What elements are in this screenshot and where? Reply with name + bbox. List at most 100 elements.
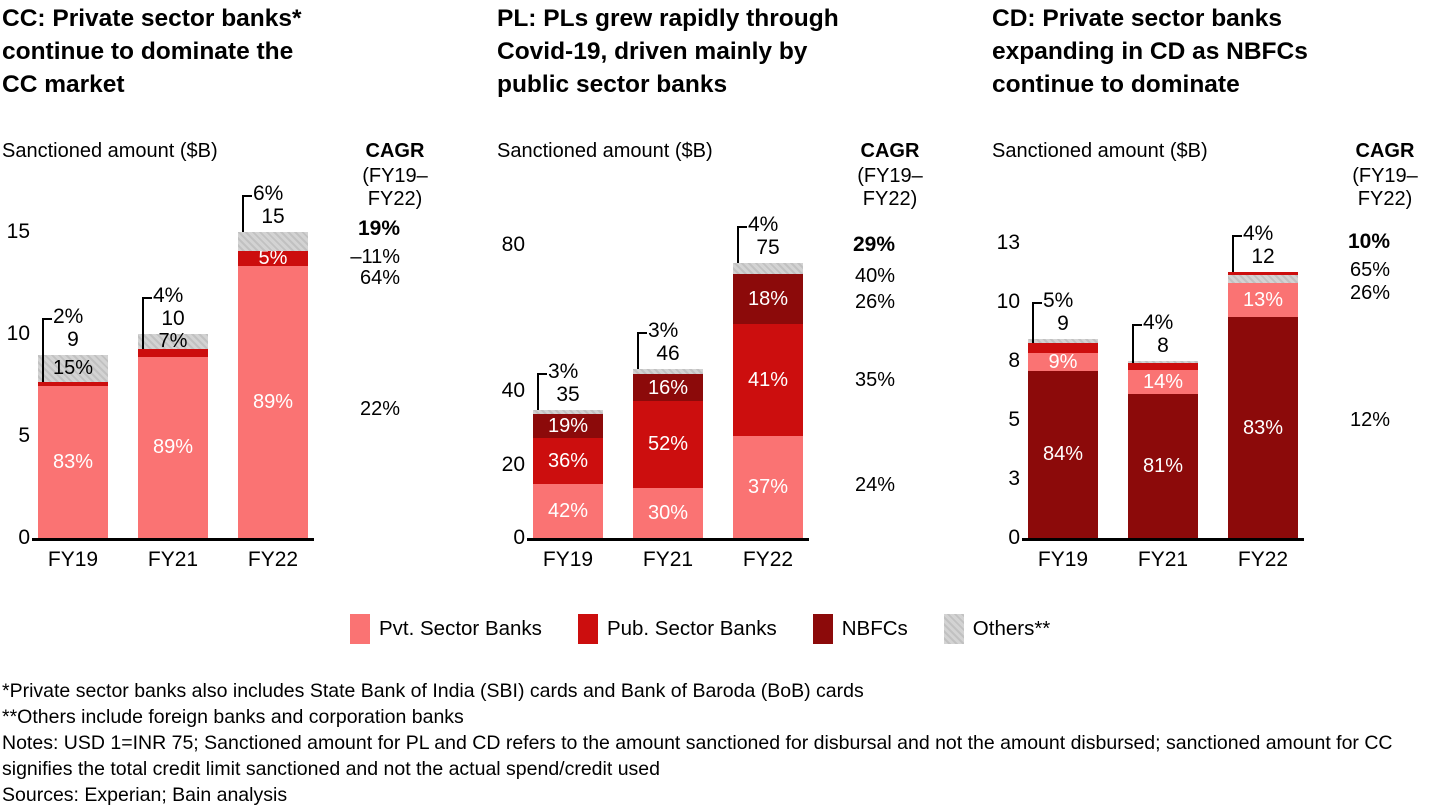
legend-label: NBFCs xyxy=(841,617,908,640)
footnote: Notes: USD 1=INR 75; Sanctioned amount f… xyxy=(2,732,1393,780)
cagr-header: CAGR (FY19–FY22) xyxy=(340,140,450,211)
bar-segment-others xyxy=(1128,360,1198,363)
panel-cc: CC: Private sector banks* continue to do… xyxy=(0,0,450,600)
bar-segment-pub: 41% xyxy=(733,323,803,437)
callout-percent-label: 6% xyxy=(253,182,284,206)
legend-label: Others** xyxy=(972,617,1051,640)
bar-segment-pvt: 89% xyxy=(138,356,208,538)
footnotes: *Private sector banks also includes Stat… xyxy=(2,678,1436,808)
bar-segment-pub: 36% xyxy=(533,437,603,485)
callout-percent-label: 4% xyxy=(153,284,184,308)
callout-bracket-arm xyxy=(738,226,747,228)
cagr-value: 10% xyxy=(1347,229,1390,253)
y-tick: 8 xyxy=(1008,348,1020,372)
bar-cd-FY19: 84% 9% xyxy=(1028,338,1098,538)
legend-label: Pvt. Sector Banks xyxy=(379,617,542,640)
bar-segment-pub xyxy=(38,382,108,386)
bar-total-label: 9 xyxy=(1057,311,1069,335)
segment-label: 5% xyxy=(258,247,288,270)
bar-segment-others xyxy=(238,232,308,251)
cagr-header-period: (FY19–FY22) xyxy=(1352,165,1418,210)
segment-label: 83% xyxy=(1242,416,1284,439)
bar-total-label: 10 xyxy=(161,307,185,331)
cagr-value: –11% xyxy=(350,245,400,268)
x-axis-category-label: FY22 xyxy=(742,548,794,571)
y-tick: 40 xyxy=(501,379,525,403)
cagr-header-label: CAGR xyxy=(365,140,425,162)
bar-segment-others xyxy=(1228,274,1298,283)
callout-percent-label: 2% xyxy=(53,304,84,328)
x-axis-category-label: FY21 xyxy=(642,548,694,571)
bar-segment-nbfc: 18% xyxy=(733,274,803,324)
legend-swatch xyxy=(943,614,964,644)
cagr-value: 22% xyxy=(359,398,400,421)
cagr-value: 64% xyxy=(359,266,400,289)
cagr-value: 40% xyxy=(854,264,895,287)
x-axis-category-label: FY22 xyxy=(247,548,299,571)
bar-cd-FY22: 83% 13% xyxy=(1228,272,1298,538)
cagr-value: 19% xyxy=(357,217,400,241)
segment-label: 9% xyxy=(1048,350,1078,373)
bar-segment-others xyxy=(533,409,603,414)
callout-bracket-arm xyxy=(1133,323,1142,326)
callout-percent-label: 4% xyxy=(1143,310,1174,334)
bar-segment-pvt: 89% xyxy=(238,266,308,538)
segment-label: 81% xyxy=(1142,455,1184,478)
x-axis-category-label: FY21 xyxy=(147,548,199,571)
callout-percent-label: 4% xyxy=(1243,222,1274,246)
bar-segment-pvt: 14% xyxy=(1128,369,1198,395)
x-axis-line xyxy=(1022,538,1304,541)
cagr-value: 35% xyxy=(854,368,895,391)
bar-segment-pvt: 42% xyxy=(533,484,603,538)
bar-segment-pub: 5% xyxy=(238,247,308,270)
segment-label: 37% xyxy=(747,476,789,499)
callout-bracket-line xyxy=(637,332,639,370)
cagr-value: 26% xyxy=(1349,282,1390,305)
bar-total-label: 15 xyxy=(261,205,285,229)
bar-segment-pvt: 13% xyxy=(1228,282,1298,318)
bar-cd-FY21: 81% 14% xyxy=(1128,360,1198,538)
segment-label: 89% xyxy=(152,436,194,459)
legend-item: NBFCs xyxy=(812,614,908,644)
y-tick: 3 xyxy=(1008,466,1020,490)
bar-cc-FY22: 89% 5% xyxy=(238,232,308,538)
x-axis-category-label: FY21 xyxy=(1137,548,1189,571)
bar-total-label: 9 xyxy=(67,327,79,351)
segment-label: 16% xyxy=(647,376,689,399)
bar-segment-others xyxy=(733,263,803,274)
cagr-value: 29% xyxy=(852,232,895,256)
bar-segment-nbfc: 83% xyxy=(1228,317,1298,538)
bar-segment-pvt: 83% xyxy=(38,385,108,538)
x-axis-category-label: FY19 xyxy=(1037,548,1089,571)
cagr-header-period: (FY19–FY22) xyxy=(362,165,428,210)
bar-total-label: 75 xyxy=(756,236,780,259)
bar-total-label: 8 xyxy=(1157,333,1169,357)
panel-title: CD: Private sector banks expanding in CD… xyxy=(992,5,1308,98)
y-tick: 0 xyxy=(1008,526,1020,549)
callout-bracket-line xyxy=(737,226,739,263)
legend-label: Pub. Sector Banks xyxy=(606,617,777,640)
panel-title: PL: PLs grew rapidly through Covid-19, d… xyxy=(497,5,839,98)
callout-percent-label: 3% xyxy=(648,319,679,343)
legend-swatch xyxy=(812,614,833,644)
plot-area-cd: 0 3 5 8 10 13 84% 9% 9 5% FY19 81% 14% 8 4% FY21 83% 13% 1… xyxy=(990,208,1440,571)
x-axis-category-label: FY19 xyxy=(542,548,594,571)
y-axis-title: Sanctioned amount ($B) xyxy=(2,140,218,162)
bar-segment-pub xyxy=(138,348,208,357)
panels: CC: Private sector banks* continue to do… xyxy=(0,0,1440,600)
y-tick: 5 xyxy=(1008,407,1020,431)
legend-item: Pub. Sector Banks xyxy=(577,614,777,644)
bar-cc-FY21: 89% 7% xyxy=(138,331,208,538)
callout-percent-label: 4% xyxy=(748,213,779,236)
footnote: Sources: Experian; Bain analysis xyxy=(2,784,288,806)
callout-bracket-arm xyxy=(243,195,252,198)
callout-bracket-arm xyxy=(538,372,547,375)
cagr-header-label: CAGR xyxy=(1355,140,1415,162)
bar-pl-FY19: 42% 36% 19% xyxy=(533,409,603,538)
bar-segment-nbfc: 84% xyxy=(1028,370,1098,538)
bar-segment-others: 15% xyxy=(38,354,108,383)
cagr-header-label: CAGR xyxy=(860,140,920,162)
bar-segment-nbfc: 81% xyxy=(1128,394,1198,538)
bar-segment-others xyxy=(633,369,703,375)
